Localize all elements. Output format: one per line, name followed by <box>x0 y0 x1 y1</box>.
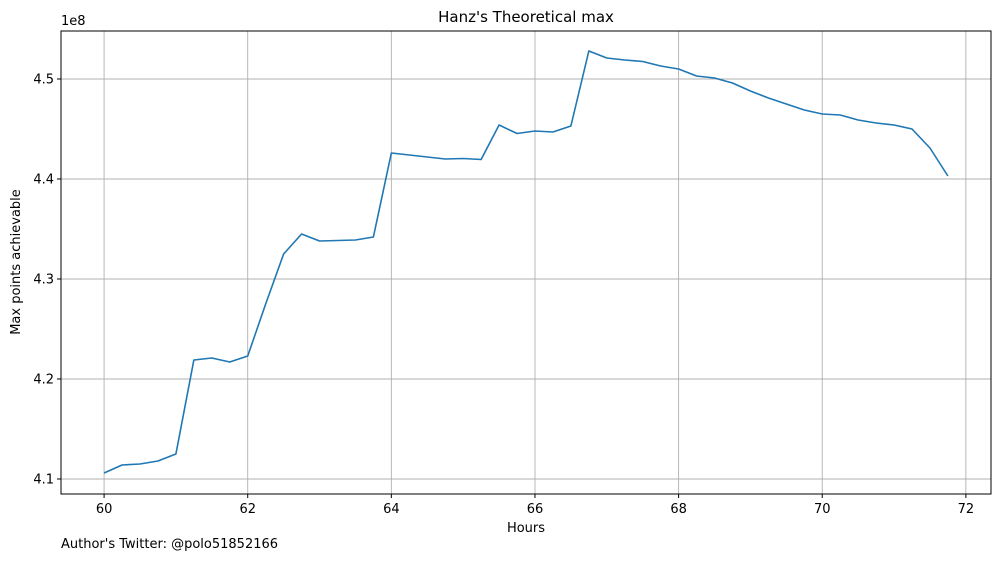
x-tick-label: 72 <box>958 502 975 517</box>
y-tick-label: 4.1 <box>33 473 54 488</box>
series-line <box>103 50 949 474</box>
x-tick-label: 64 <box>383 502 400 517</box>
x-axis-ticks: 60 62 64 66 68 70 72 <box>96 494 974 517</box>
author-twitter-footer: Author's Twitter: @polo51852166 <box>61 537 279 552</box>
x-tick-label: 68 <box>670 502 687 517</box>
y-axis-scale-label: 1e8 <box>61 14 86 29</box>
x-tick-label: 62 <box>239 502 256 517</box>
y-tick-label: 4.3 <box>33 273 54 288</box>
plot-frame <box>60 30 992 495</box>
x-axis-label: Hours <box>507 521 545 536</box>
chart-title: Hanz's Theoretical max <box>438 8 614 26</box>
plot-area <box>61 31 991 494</box>
x-tick-label: 70 <box>814 502 831 517</box>
x-tick-label: 66 <box>527 502 544 517</box>
y-tick-label: 4.4 <box>33 173 54 188</box>
grid-lines <box>61 31 991 494</box>
x-tick-label: 60 <box>96 502 113 517</box>
y-tick-label: 4.5 <box>33 73 54 88</box>
y-axis-ticks: 4.1 4.2 4.3 4.4 4.5 <box>33 73 61 488</box>
y-tick-label: 4.2 <box>33 373 54 388</box>
y-axis-label: Max points achievable <box>9 189 24 335</box>
